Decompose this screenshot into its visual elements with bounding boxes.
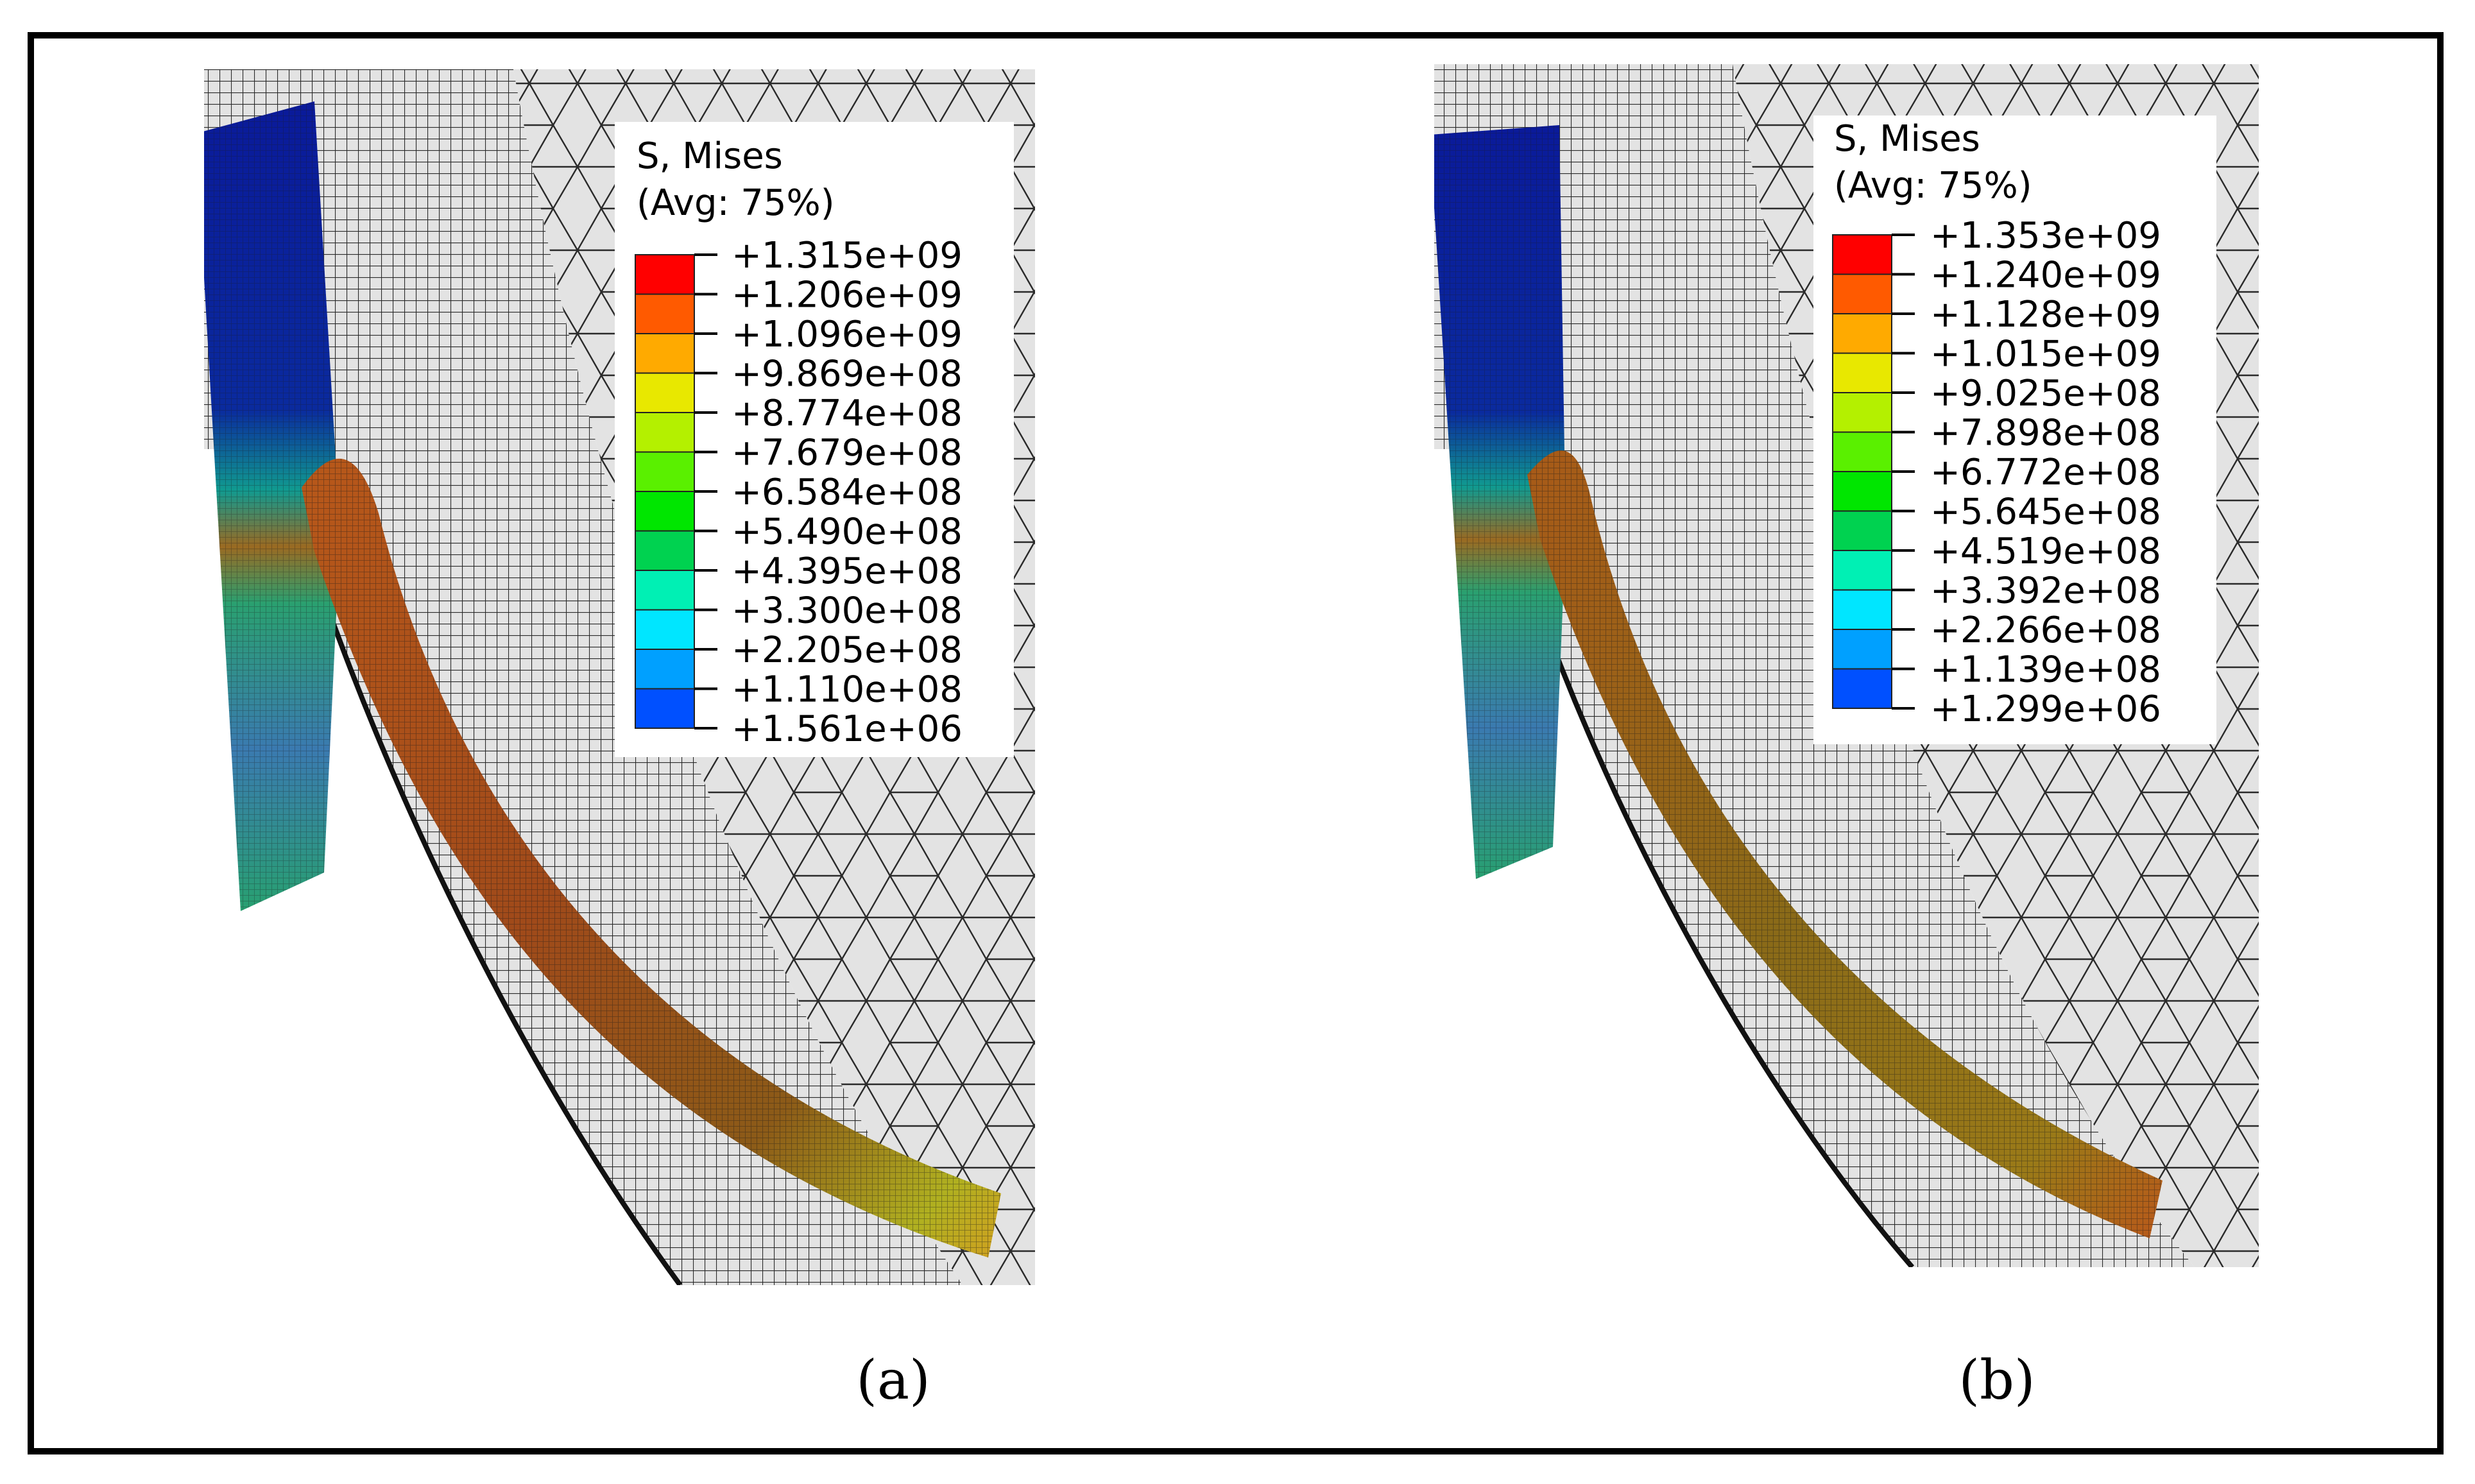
colorbar-b-segment-11 — [1832, 668, 1892, 709]
colorbar-b-segment-4 — [1832, 392, 1892, 433]
colorbar-b-segment-8 — [1832, 550, 1892, 591]
colorbar-a-segment-6 — [635, 491, 695, 532]
colorbar-a-segment-0 — [635, 254, 695, 295]
colorbar-b-label-6: +6.772e+08 — [1930, 452, 2161, 493]
colorbar-a-label-7: +5.490e+08 — [732, 511, 963, 553]
colorbar-b-label-7: +5.645e+08 — [1930, 491, 2161, 533]
colorbar-a-segment-11 — [635, 688, 695, 729]
colorbar-a-segment-8 — [635, 570, 695, 611]
strip-mesh-a — [302, 458, 1001, 1258]
colorbar-b-label-9: +3.392e+08 — [1930, 570, 2161, 612]
legend-a-title-1: S, Mises — [637, 135, 783, 177]
colorbar-b-label-11: +1.139e+08 — [1930, 649, 2161, 691]
colorbar-a-segment-5 — [635, 451, 695, 492]
colorbar-b-segment-6 — [1832, 471, 1892, 512]
legend-a: S, Mises (Avg: 75%) +1.315e+09+1.206e+09… — [615, 122, 1014, 757]
colorbar-labels-a: +1.315e+09+1.206e+09+1.096e+09+9.869e+08… — [694, 235, 963, 750]
colorbar-b-segment-5 — [1832, 431, 1892, 472]
colorbar-a-label-10: +2.205e+08 — [732, 629, 963, 671]
post-mesh-b — [1434, 125, 1566, 879]
colorbar-a-segment-1 — [635, 293, 695, 334]
colorbar-a-label-1: +1.206e+09 — [732, 275, 963, 316]
quad-mesh-grid-a — [204, 69, 963, 1285]
colorbar-a — [635, 254, 695, 729]
colorbar-b-segment-3 — [1832, 352, 1892, 393]
colorbar-b — [1832, 234, 1892, 709]
colorbar-a-label-2: +1.096e+09 — [732, 314, 963, 355]
colorbar-a-label-8: +4.395e+08 — [732, 550, 963, 592]
legend-b-title-2: (Avg: 75%) — [1834, 165, 2032, 207]
colorbar-a-label-5: +7.679e+08 — [732, 432, 963, 474]
colorbar-a-label-3: +9.869e+08 — [732, 354, 963, 395]
colorbar-a-segment-10 — [635, 649, 695, 690]
legend-b-title-1: S, Mises — [1834, 118, 1980, 160]
colorbar-a-segment-4 — [635, 412, 695, 453]
colorbar-labels-b: +1.353e+09+1.240e+09+1.128e+09+1.015e+09… — [1892, 215, 2161, 730]
colorbar-a-segment-2 — [635, 333, 695, 374]
colorbar-b-segment-10 — [1832, 629, 1892, 670]
colorbar-b-label-0: +1.353e+09 — [1930, 215, 2161, 257]
strip-mesh-b — [1527, 450, 2162, 1238]
post-mesh-a — [204, 101, 340, 911]
colorbar-b-label-3: +1.015e+09 — [1930, 334, 2161, 375]
colorbar-b-segment-2 — [1832, 313, 1892, 354]
colorbar-a-segment-7 — [635, 530, 695, 571]
colorbar-a-label-0: +1.315e+09 — [732, 235, 963, 277]
caption-a: (a) — [856, 1349, 930, 1412]
colorbar-a-label-11: +1.110e+08 — [732, 669, 963, 711]
colorbar-a-label-6: +6.584e+08 — [732, 472, 963, 513]
colorbar-b-label-4: +9.025e+08 — [1930, 373, 2161, 414]
caption-b: (b) — [1958, 1349, 2035, 1412]
colorbar-a-segment-9 — [635, 609, 695, 650]
colorbar-a-label-9: +3.300e+08 — [732, 590, 963, 632]
colorbar-b-label-12: +1.299e+06 — [1930, 688, 2161, 730]
colorbar-b-label-8: +4.519e+08 — [1930, 531, 2161, 572]
colorbar-b-label-10: +2.266e+08 — [1930, 610, 2161, 651]
figure-border — [28, 32, 2444, 1454]
colorbar-a-segment-3 — [635, 372, 695, 413]
colorbar-b-label-1: +1.240e+09 — [1930, 255, 2161, 296]
colorbar-b-label-5: +7.898e+08 — [1930, 413, 2161, 454]
colorbar-b-segment-7 — [1832, 510, 1892, 551]
legend-a-title-2: (Avg: 75%) — [637, 182, 835, 224]
colorbar-b-segment-0 — [1832, 234, 1892, 275]
colorbar-a-label-12: +1.561e+06 — [732, 708, 963, 750]
colorbar-a-label-4: +8.774e+08 — [732, 393, 963, 434]
colorbar-b-segment-1 — [1832, 273, 1892, 314]
colorbar-b-label-2: +1.128e+09 — [1930, 294, 2161, 336]
colorbar-b-segment-9 — [1832, 589, 1892, 630]
legend-b: S, Mises (Avg: 75%) +1.353e+09+1.240e+09… — [1813, 115, 2216, 744]
